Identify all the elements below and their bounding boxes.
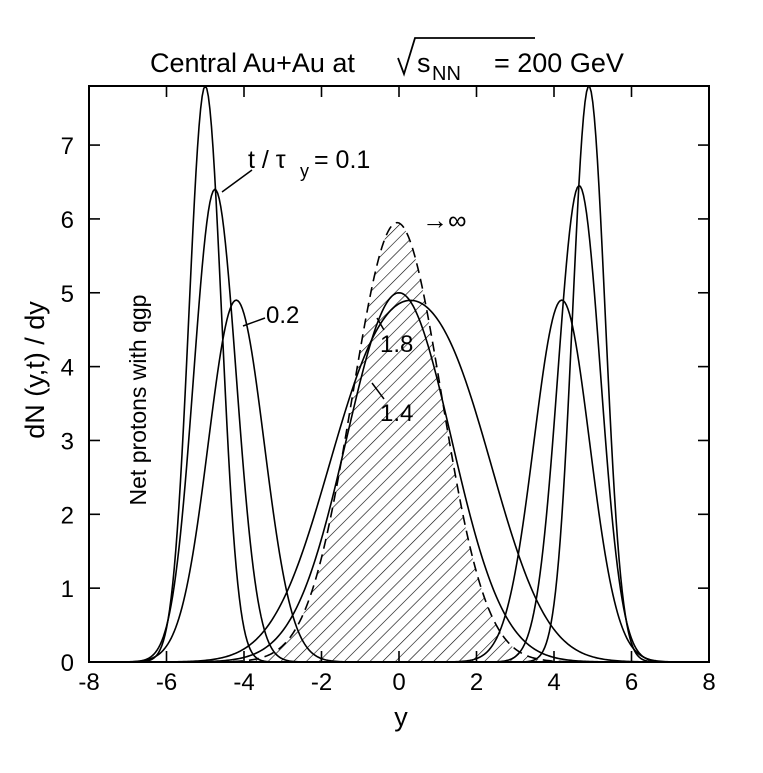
svg-text:y: y — [300, 161, 309, 181]
y-tick-label: 6 — [61, 207, 74, 234]
x-axis-label: y — [394, 702, 408, 732]
y-tick-label: 2 — [61, 502, 74, 529]
annotation-18: 1.8 — [376, 317, 413, 358]
y-tick-label: 0 — [61, 650, 74, 677]
series-line-t01 — [89, 86, 709, 662]
svg-text:= 0.1: = 0.1 — [314, 146, 370, 174]
svg-text:1.4: 1.4 — [380, 400, 413, 427]
panel-label: Net protons with qgp — [125, 295, 151, 506]
y-axis-label: dN (y,t) / dy — [20, 301, 50, 439]
x-tick-label: 2 — [470, 669, 483, 696]
y-axis: 0 1 2 3 4 5 6 7 — [61, 133, 709, 677]
x-tick-label: 8 — [702, 669, 715, 696]
sqrt-sign — [397, 37, 535, 77]
y-tick-label: 1 — [61, 576, 74, 603]
y-tick-label: 4 — [61, 355, 74, 382]
hatched-area-infinity — [89, 222, 709, 662]
title-prefix: Central Au+Au at — [150, 48, 355, 78]
y-tick-label: 7 — [61, 133, 74, 160]
x-tick-label: 0 — [392, 669, 405, 696]
x-tick-label: 4 — [547, 669, 560, 696]
series-line-t02 — [89, 184, 709, 662]
svg-text:1.8: 1.8 — [380, 331, 413, 358]
x-axis: -8 -6 -4 -2 0 2 4 6 8 — [78, 86, 716, 696]
chart-title: Central Au+Au at s NN = 200 GeV — [150, 37, 624, 85]
y-tick-label: 3 — [61, 428, 74, 455]
title-sqrt-sub: NN — [432, 63, 461, 85]
annotation-t01: t / τ y = 0.1 — [221, 146, 370, 193]
x-tick-label: -4 — [233, 669, 254, 696]
series-line-t05 — [89, 299, 709, 662]
annotation-14: 1.4 — [371, 382, 413, 427]
svg-text:0.2: 0.2 — [266, 302, 299, 329]
title-sqrt-base: s — [417, 48, 431, 78]
y-tick-label: 5 — [61, 281, 74, 308]
annotation-02: 0.2 — [242, 302, 299, 329]
x-tick-label: -8 — [78, 669, 99, 696]
title-suffix: = 200 GeV — [494, 48, 624, 78]
x-tick-label: -6 — [156, 669, 177, 696]
svg-text:→∞: →∞ — [422, 205, 467, 235]
svg-text:t / τ: t / τ — [248, 146, 286, 174]
annotation-infinity: →∞ — [422, 205, 467, 235]
x-tick-label: -2 — [311, 669, 332, 696]
x-tick-label: 6 — [625, 669, 638, 696]
